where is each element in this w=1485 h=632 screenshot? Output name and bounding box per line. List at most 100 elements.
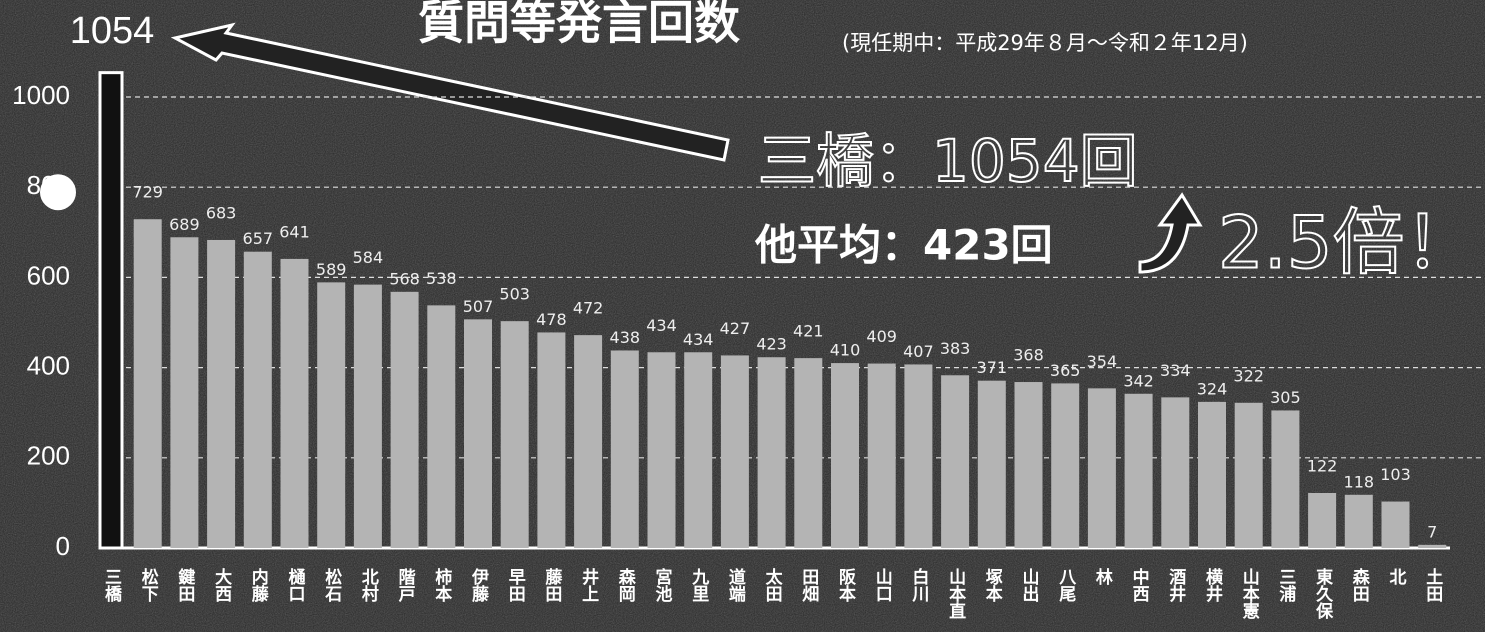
y-tick-label: 0: [56, 531, 70, 561]
bar: [1161, 397, 1190, 548]
bar: [500, 321, 529, 548]
bar: [170, 237, 199, 549]
x-tick-label: 山本憲: [1239, 568, 1261, 619]
y-tick-label: 1000: [12, 80, 70, 110]
x-tick-label: 森田: [1349, 567, 1370, 602]
x-tick-label: 白川: [908, 567, 930, 603]
value-label: 305: [1270, 388, 1301, 407]
value-label: 407: [903, 342, 934, 361]
bar: [1051, 383, 1080, 548]
value-label: 365: [1050, 361, 1081, 380]
curved-arrow: [1138, 192, 1203, 274]
annotation: 2.5倍！: [1218, 201, 1477, 285]
x-tick-label: 鍵田: [174, 567, 195, 602]
value-label: 427: [720, 319, 751, 338]
bar: [537, 332, 566, 548]
x-tick-label: 酒井: [1165, 567, 1186, 603]
bar: [1014, 382, 1043, 548]
bar: [427, 305, 456, 548]
value-label: 324: [1197, 379, 1228, 398]
x-tick-label: 北村: [358, 568, 379, 603]
x-tick-label: 太田: [762, 567, 783, 602]
bar: [977, 380, 1006, 548]
bar: [317, 282, 346, 548]
y-tick-label: 600: [27, 260, 70, 290]
bar: [1198, 401, 1226, 548]
value-label: 538: [426, 269, 457, 288]
bar: [794, 358, 823, 548]
value-label: 472: [573, 299, 604, 318]
chart-title: 質問等発言回数: [418, 0, 740, 50]
bar: [867, 363, 896, 548]
bar: [757, 357, 786, 548]
value-label: 438: [610, 328, 641, 347]
value-label: 507: [463, 297, 494, 316]
x-tick-label: 松下: [138, 567, 159, 603]
x-tick-label: 横井: [1202, 567, 1223, 603]
bar: [610, 350, 639, 548]
bar: [831, 363, 859, 548]
value-label: 683: [206, 203, 237, 222]
x-tick-label: 中西: [1129, 567, 1150, 602]
x-tick-label: 井上: [578, 567, 599, 602]
bar: [207, 239, 236, 549]
value-label: 122: [1307, 456, 1338, 475]
x-tick-label: 北: [1386, 568, 1407, 585]
value-label: 689: [169, 215, 200, 234]
value-label: 503: [499, 285, 530, 304]
bar: [390, 291, 419, 548]
value-label: 334: [1160, 361, 1191, 380]
value-label: 584: [353, 248, 384, 267]
x-tick-label: 山本直: [945, 568, 966, 619]
bar: [1418, 544, 1447, 548]
bar: [1124, 393, 1153, 548]
x-tick-label: 柿本: [431, 567, 452, 603]
bar: [1381, 501, 1410, 548]
value-label: 589: [316, 260, 347, 279]
x-tick-label: 内藤: [248, 567, 269, 603]
x-tick-label: 森岡: [615, 567, 636, 603]
x-tick-label: 階戸: [395, 568, 416, 603]
annotation: 他平均：423回: [754, 221, 1053, 270]
x-tick-label: 八尾: [1055, 568, 1076, 603]
x-tick-label: 土田: [1422, 567, 1443, 602]
bar: [720, 355, 749, 548]
value-label: 103: [1380, 465, 1411, 484]
bar: [1308, 492, 1337, 548]
bar: [353, 284, 382, 548]
value-label: 434: [646, 316, 677, 335]
value-label: 118: [1344, 472, 1375, 491]
chart-subtitle: (現任期中：平成29年８月～令和２年12月): [842, 31, 1248, 55]
x-tick-label: 塚本: [982, 568, 1003, 603]
x-tick-label: 山口: [872, 568, 892, 602]
value-label: 568: [389, 269, 420, 288]
bar: [1234, 402, 1263, 548]
value-label: 371: [977, 358, 1008, 377]
value-label: 7: [1427, 522, 1437, 541]
x-tick-label: 阪本: [835, 568, 856, 603]
bar: [133, 219, 162, 548]
value-label: 342: [1123, 371, 1154, 390]
x-tick-label: 大西: [211, 567, 232, 602]
bar: [647, 352, 676, 548]
x-tick-label: 山出: [1019, 568, 1039, 603]
bar: [1087, 388, 1116, 548]
dot: [40, 174, 76, 211]
bar: [243, 251, 272, 548]
value-label: 729: [132, 183, 163, 202]
value-label: 478: [536, 310, 567, 329]
value-label: 322: [1233, 366, 1264, 385]
x-tick-label: 九里: [688, 568, 710, 602]
value-label: 657: [243, 229, 274, 248]
bar: [98, 71, 124, 550]
bar: [1344, 494, 1373, 548]
x-tick-label: 道端: [725, 567, 746, 603]
x-tick-label: 三橋: [101, 568, 122, 603]
annotation: 三橋：1054回: [758, 127, 1138, 195]
bar: [684, 352, 713, 548]
x-tick-label: 三浦: [1275, 568, 1296, 603]
y-tick-label: 200: [27, 441, 70, 471]
x-tick-label: 林: [1092, 567, 1113, 586]
arrow: [170, 22, 730, 162]
x-tick-label: 早田: [505, 568, 526, 602]
